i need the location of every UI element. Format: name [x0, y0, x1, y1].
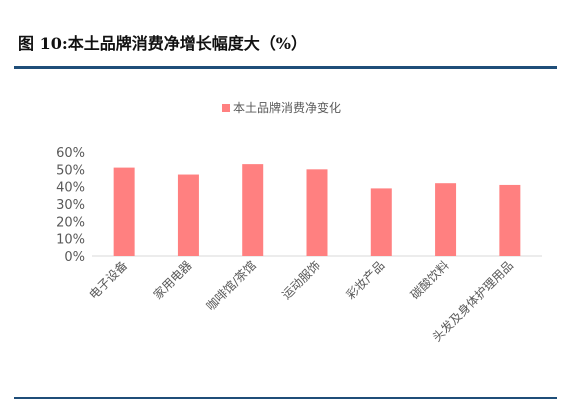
legend-label: 本土品牌消费净变化 [233, 100, 341, 115]
y-tick-label: 0% [64, 250, 85, 265]
y-tick-label: 10% [56, 233, 85, 248]
y-axis-ticks: 0% 10% 20% 30% 40% 50% 60% [56, 146, 85, 265]
bars [113, 164, 521, 256]
x-tick-label: 碳酸饮料 [407, 258, 452, 303]
y-tick-label: 60% [56, 146, 85, 161]
x-tick-label: 电子设备 [86, 258, 130, 302]
bar [242, 164, 264, 256]
bottom-rule [14, 397, 557, 399]
x-tick-label: 咖啡馆/茶馆 [203, 258, 259, 314]
top-rule [14, 66, 557, 69]
figure-title: 图 10:本土品牌消费净增长幅度大（%） [18, 34, 307, 53]
legend-swatch [222, 104, 230, 112]
x-tick-label: 家用电器 [150, 258, 195, 303]
bar [113, 167, 135, 256]
legend: 本土品牌消费净变化 [222, 100, 341, 115]
x-tick-label: 运动服饰 [279, 258, 323, 302]
bar [370, 188, 392, 256]
y-tick-label: 20% [56, 215, 85, 230]
y-tick-label: 40% [56, 181, 85, 196]
bar [499, 184, 521, 256]
bar [435, 183, 457, 256]
bar [177, 174, 199, 256]
y-tick-label: 30% [56, 198, 85, 213]
y-tick-label: 50% [56, 163, 85, 178]
bar [306, 169, 328, 256]
x-tick-label: 彩妆产品 [344, 258, 388, 302]
